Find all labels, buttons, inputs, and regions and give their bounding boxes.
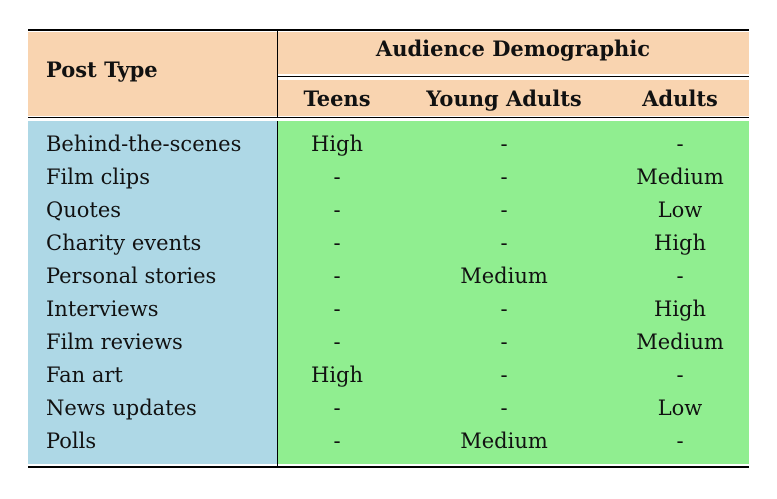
cell-teens: - (333, 297, 341, 321)
row-label: Polls (46, 429, 97, 453)
cell-young-adults: - (500, 231, 508, 255)
post-type-header: Post Type (46, 57, 158, 82)
data-area-background (277, 121, 749, 464)
column-divider-body (277, 121, 278, 466)
column-header-teens: Teens (303, 86, 371, 111)
header-rule (28, 117, 749, 118)
column-header-adults: Adults (642, 86, 718, 111)
cell-teens: - (333, 264, 341, 288)
column-header-young-adults: Young Adults (426, 86, 582, 111)
row-label: Fan art (46, 363, 123, 387)
row-label: Film clips (46, 165, 151, 189)
cell-adults: Low (657, 198, 703, 222)
cell-teens: - (333, 231, 341, 255)
cell-adults: Medium (636, 165, 724, 189)
row-label: Film reviews (46, 330, 183, 354)
cell-adults: High (654, 297, 706, 321)
cell-adults: Low (657, 396, 703, 420)
row-label: Quotes (46, 198, 122, 222)
cell-teens: High (311, 132, 363, 156)
cell-young-adults: Medium (460, 429, 548, 453)
cell-adults: - (676, 264, 684, 288)
cell-teens: - (333, 396, 341, 420)
cell-young-adults: - (500, 132, 508, 156)
cell-adults: - (676, 132, 684, 156)
bottom-rule (28, 466, 749, 468)
cell-teens: High (311, 363, 363, 387)
cell-young-adults: Medium (460, 264, 548, 288)
row-label: Personal stories (46, 264, 217, 288)
cell-young-adults: - (500, 165, 508, 189)
cell-teens: - (333, 330, 341, 354)
row-label: News updates (46, 396, 197, 420)
cell-young-adults: - (500, 396, 508, 420)
cell-teens: - (333, 165, 341, 189)
header-background-columns (277, 80, 749, 116)
cell-adults: High (654, 231, 706, 255)
post-type-column-background (28, 121, 277, 464)
cell-teens: - (333, 429, 341, 453)
column-divider-header (277, 31, 278, 117)
cell-young-adults: - (500, 363, 508, 387)
cell-adults: - (676, 363, 684, 387)
audience-underline (277, 76, 749, 77)
cell-teens: - (333, 198, 341, 222)
cell-adults: Medium (636, 330, 724, 354)
row-label: Interviews (46, 297, 159, 321)
cell-young-adults: - (500, 330, 508, 354)
cell-young-adults: - (500, 198, 508, 222)
audience-demographic-header: Audience Demographic (375, 36, 651, 61)
header-background-top (28, 32, 749, 74)
top-rule (28, 29, 749, 31)
cell-adults: - (676, 429, 684, 453)
cell-young-adults: - (500, 297, 508, 321)
row-label: Charity events (46, 231, 202, 255)
row-label: Behind-the-scenes (46, 132, 242, 156)
header-background-post-type (28, 74, 277, 116)
